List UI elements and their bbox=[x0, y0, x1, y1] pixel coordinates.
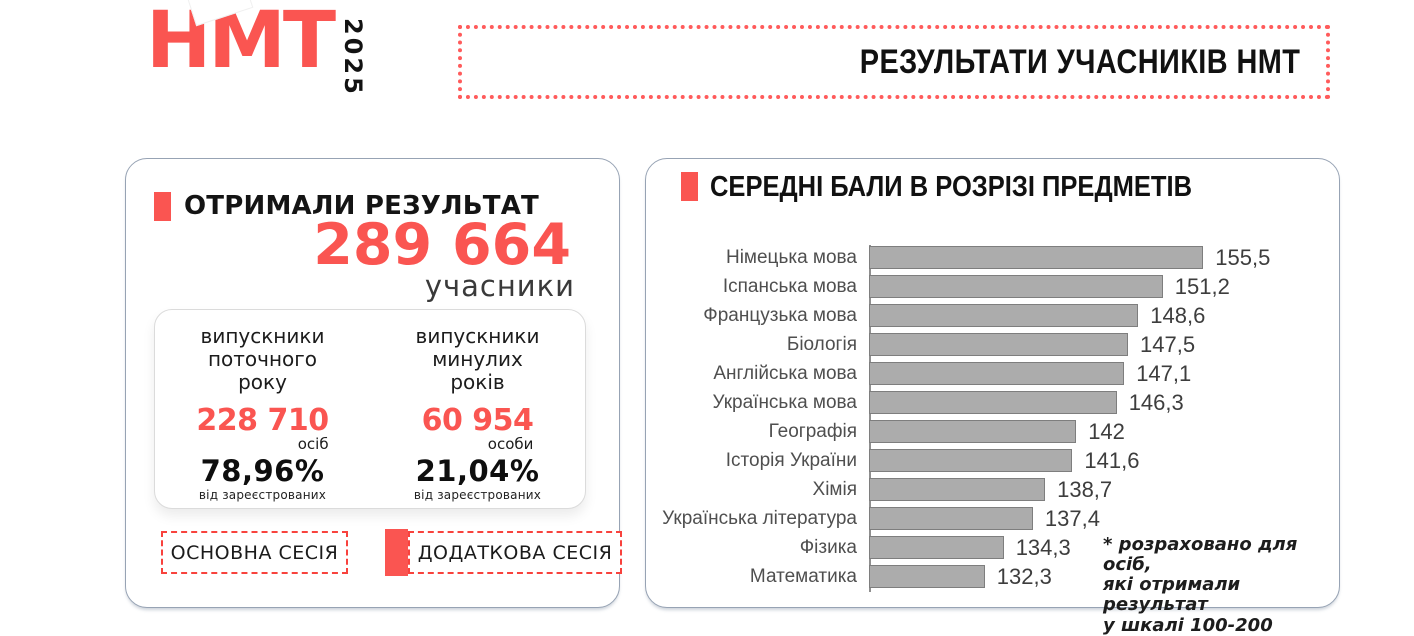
bar bbox=[869, 391, 1117, 414]
bar-value: 138,7 bbox=[1057, 476, 1113, 502]
bar-chart: Німецька мова 155,5 Іспанська мова 151,2 Фра… bbox=[646, 243, 1339, 591]
bar-label: Математика bbox=[749, 565, 857, 587]
nmt-logo-text: НМТ bbox=[146, 0, 336, 86]
bar bbox=[869, 478, 1046, 501]
past-years-graduates-column: випускники минулих років 60 954 особи 21… bbox=[370, 325, 585, 508]
bar-label: Українська література bbox=[662, 507, 857, 529]
group-count: 228 710 bbox=[196, 403, 329, 438]
bar-label: Хімія bbox=[812, 478, 857, 500]
nmt-logo-year: 2025 bbox=[339, 18, 368, 97]
group-label: випускники поточного року bbox=[200, 324, 325, 394]
current-year-graduates-column: випускники поточного року 228 710 осіб 7… bbox=[155, 325, 370, 508]
chart-card-title: СЕРЕДНІ БАЛИ В РОЗРІЗІ ПРЕДМЕТІВ bbox=[710, 171, 1193, 203]
total-participants-unit: учасники bbox=[424, 269, 575, 303]
bar bbox=[869, 449, 1073, 472]
bar-value: 142 bbox=[1088, 418, 1125, 444]
bar-label: Англійська мова bbox=[713, 362, 857, 384]
bar-label: Біологія bbox=[786, 333, 857, 355]
bar bbox=[869, 362, 1125, 385]
bar-label: Фізика bbox=[799, 536, 857, 558]
group-percent-note: від зареєстрованих bbox=[413, 488, 542, 503]
bar-row: Англійська мова 147,1 bbox=[646, 359, 1339, 388]
results-card-header: ОТРИМАЛИ РЕЗУЛЬТАТ bbox=[154, 192, 539, 221]
bar-value: 147,5 bbox=[1140, 331, 1196, 357]
bar-row: Французька мова 148,6 bbox=[646, 301, 1339, 330]
bar-value: 137,4 bbox=[1044, 505, 1100, 531]
bar bbox=[869, 420, 1077, 443]
results-card: ОТРИМАЛИ РЕЗУЛЬТАТ 289 664 учасники випу… bbox=[125, 158, 622, 608]
bar-row: Українська мова 146,3 bbox=[646, 388, 1339, 417]
bar-row: Фізика 134,3 bbox=[646, 533, 1339, 562]
total-participants-number: 289 664 bbox=[313, 212, 571, 278]
bar bbox=[869, 333, 1128, 356]
main-session-button[interactable]: ОСНОВНА СЕСІЯ bbox=[161, 531, 348, 574]
bar-label: Українська мова bbox=[712, 391, 858, 413]
bar-label: Французька мова bbox=[703, 304, 857, 326]
page-title: РЕЗУЛЬТАТИ УЧАСНИКІВ НМТ bbox=[859, 42, 1300, 81]
bar-chart-rows: Німецька мова 155,5 Іспанська мова 151,2 Фра… bbox=[646, 243, 1339, 591]
page-title-box: РЕЗУЛЬТАТИ УЧАСНИКІВ НМТ bbox=[458, 25, 1330, 99]
chart-footnote: * розраховано для осіб, які отримали рез… bbox=[1103, 534, 1298, 636]
session-switcher: ОСНОВНА СЕСІЯ ДОДАТКОВА СЕСІЯ bbox=[161, 529, 622, 576]
bar-row: Українська література 137,4 bbox=[646, 504, 1339, 533]
accent-square-icon bbox=[681, 172, 698, 201]
bar-value: 148,6 bbox=[1150, 302, 1206, 328]
bar-row: Географія 142 bbox=[646, 417, 1339, 446]
group-unit: осіб bbox=[297, 435, 329, 453]
bar-row: Історія України 141,6 bbox=[646, 446, 1339, 475]
nmt-logo: НМТ 2025 bbox=[146, 2, 367, 97]
accent-square-icon bbox=[154, 192, 171, 221]
group-percent-note: від зареєстрованих bbox=[198, 488, 327, 503]
group-percent: 21,04% bbox=[415, 453, 540, 488]
bar-row: Німецька мова 155,5 bbox=[646, 243, 1339, 272]
average-scores-card: СЕРЕДНІ БАЛИ В РОЗРІЗІ ПРЕДМЕТІВ Німецьк… bbox=[645, 158, 1340, 635]
group-percent: 78,96% bbox=[200, 453, 325, 488]
bar bbox=[869, 507, 1033, 530]
bar-label: Історія України bbox=[725, 449, 857, 471]
bar-label: Іспанська мова bbox=[722, 275, 857, 297]
bar bbox=[869, 536, 1004, 559]
chart-y-axis-line bbox=[869, 245, 871, 592]
bar-value: 132,3 bbox=[996, 563, 1052, 589]
bar-value: 134,3 bbox=[1015, 534, 1071, 560]
bar-value: 151,2 bbox=[1174, 273, 1230, 299]
bar bbox=[869, 565, 985, 588]
bar-row: Біологія 147,5 bbox=[646, 330, 1339, 359]
bar-row: Математика 132,3 bbox=[646, 562, 1339, 591]
bar bbox=[869, 246, 1204, 269]
bar-value: 146,3 bbox=[1128, 389, 1184, 415]
chart-card-header: СЕРЕДНІ БАЛИ В РОЗРІЗІ ПРЕДМЕТІВ bbox=[681, 172, 1258, 202]
bar bbox=[869, 275, 1163, 298]
graduates-breakdown-card: випускники поточного року 228 710 осіб 7… bbox=[154, 309, 586, 509]
bar-value: 155,5 bbox=[1215, 244, 1271, 270]
bar-label: Географія bbox=[768, 420, 857, 442]
group-count: 60 954 bbox=[421, 403, 534, 438]
session-divider-block bbox=[385, 529, 408, 576]
group-unit: особи bbox=[487, 435, 534, 453]
results-card-title: ОТРИМАЛИ РЕЗУЛЬТАТ bbox=[184, 191, 539, 221]
bar-value: 141,6 bbox=[1084, 447, 1140, 473]
group-label: випускники минулих років bbox=[415, 324, 540, 394]
extra-session-button[interactable]: ДОДАТКОВА СЕСІЯ bbox=[408, 531, 622, 574]
bar-label: Німецька мова bbox=[725, 246, 857, 268]
bar-row: Іспанська мова 151,2 bbox=[646, 272, 1339, 301]
bar-value: 147,1 bbox=[1136, 360, 1192, 386]
bar-row: Хімія 138,7 bbox=[646, 475, 1339, 504]
bar bbox=[869, 304, 1139, 327]
